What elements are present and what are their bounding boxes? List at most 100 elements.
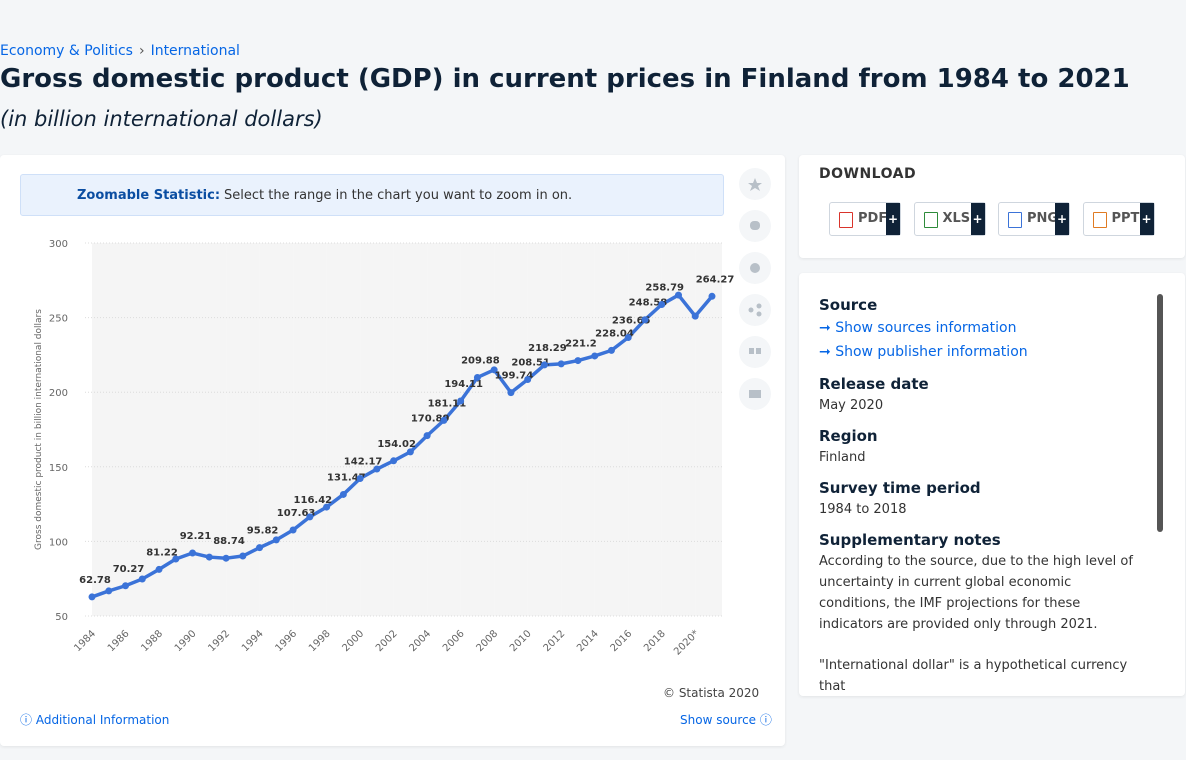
title: Gross domestic product (GDP) in current … (0, 64, 1130, 94)
point (155, 565, 163, 573)
section-text: According to the source, due to the high… (819, 554, 1133, 632)
point (591, 352, 599, 360)
data-label: 131.47 (327, 472, 366, 483)
link-text: Show sources information (835, 320, 1017, 336)
data-label: 88.74 (213, 536, 245, 547)
more-text: "International dollar" is a hypothetical… (819, 658, 1128, 694)
download-button[interactable]: PDF + (829, 202, 901, 236)
data-label: 81.22 (146, 547, 178, 558)
download-button[interactable]: PPT + (1082, 202, 1155, 236)
detail-section: Region Finland (819, 426, 1144, 468)
data-label: 248.58 (629, 298, 668, 309)
plus: + (1139, 203, 1154, 235)
point (88, 593, 96, 601)
band (460, 243, 495, 616)
arrow: ➞ (819, 344, 836, 360)
data-label: 170.89 (411, 414, 450, 425)
download-heading: DOWNLOAD (819, 166, 917, 182)
x-tick-label: 1994 (240, 628, 266, 654)
band (393, 243, 428, 616)
detail-section: Supplementary notes According to the sour… (819, 530, 1144, 635)
x-tick-label: 2010 (508, 628, 534, 654)
x-tick-label: 2020* (672, 628, 701, 657)
point (189, 549, 197, 557)
file-icon (839, 212, 853, 228)
arrow: ➞ (819, 320, 836, 336)
download-panel: DOWNLOAD PDF + XLS + PNG + PPT + (799, 155, 1185, 258)
x-tick-label: 2002 (374, 628, 400, 654)
data-label: 221.2 (565, 339, 597, 350)
additional-info[interactable]: ⓘ Additional Information (20, 711, 169, 728)
point (339, 490, 347, 498)
button-label: PPT (1111, 211, 1140, 226)
share-button[interactable] (739, 294, 771, 326)
plot: 50 100 150 200 250 300 Gross domestic product … (34, 239, 734, 658)
data-label: 95.82 (247, 526, 279, 537)
data-label: 142.17 (344, 456, 383, 467)
section-text: 1984 to 2018 (819, 502, 907, 517)
y-tick-label: 150 (49, 463, 68, 474)
section-heading: Supplementary notes (819, 531, 1001, 549)
detail-section: Release date May 2020 (819, 374, 1144, 416)
plus: + (970, 203, 985, 235)
point (138, 575, 146, 583)
x-tick-label: 2000 (340, 628, 366, 654)
file-icon (923, 212, 938, 228)
point (607, 346, 615, 354)
point (323, 503, 331, 511)
info-icon: ⓘ (20, 713, 36, 727)
crumb-link[interactable]: Economy & Politics (0, 43, 133, 59)
download-button[interactable]: PNG + (998, 202, 1070, 236)
x-tick-label: 2004 (407, 628, 433, 654)
data-label: 107.63 (277, 508, 316, 519)
data-label: 209.88 (461, 355, 500, 366)
x-tick-label: 2016 (609, 628, 635, 654)
x-tick-label: 1992 (206, 628, 232, 654)
data-label: 181.11 (428, 398, 467, 409)
y-tick-label: 300 (49, 239, 68, 250)
section-text: May 2020 (819, 398, 884, 413)
download-button[interactable]: XLS + (913, 202, 986, 236)
y-tick-label: 250 (49, 314, 68, 325)
point (624, 334, 632, 342)
zoom-banner: Zoomable Statistic: Select the range in t… (20, 174, 724, 216)
source-link[interactable]: ➞ Show publisher information (819, 340, 1144, 364)
link-text: Show publisher information (835, 344, 1028, 360)
band (561, 243, 595, 616)
y-tick-label: 200 (49, 388, 68, 399)
detail-section: "International dollar" is a hypothetical… (819, 655, 1144, 696)
x-tick-label: 1996 (273, 628, 299, 654)
band (695, 243, 722, 616)
button-label: XLS (942, 211, 971, 226)
x-tick-label: 2012 (542, 628, 568, 654)
data-label: 236.65 (612, 316, 651, 327)
source-link[interactable]: ➞ Show sources information (819, 316, 1144, 340)
file-icon (1092, 212, 1107, 228)
x-tick-label: 1988 (139, 628, 165, 654)
point (205, 553, 213, 561)
point (457, 397, 465, 405)
button-label: PDF (858, 211, 888, 226)
point (222, 554, 230, 562)
show-source[interactable]: Show source ⓘ (680, 713, 772, 727)
data-label: 116.42 (294, 495, 333, 506)
crumb-link[interactable]: International (150, 43, 240, 59)
band (226, 243, 260, 616)
point (641, 316, 649, 324)
point (473, 373, 481, 381)
band (594, 243, 629, 616)
cite-button[interactable] (739, 336, 771, 368)
side-tools (739, 168, 771, 410)
scrollbar[interactable] (1157, 294, 1163, 532)
details: Source ➞ Show sources information ➞ Show p… (819, 295, 1144, 696)
point (674, 291, 682, 299)
point (490, 366, 498, 374)
section-text: Finland (819, 450, 866, 465)
data-label: 92.21 (180, 531, 212, 542)
band (293, 243, 327, 616)
file-icon (1008, 212, 1022, 228)
section-heading: Release date (819, 375, 929, 393)
band (360, 243, 394, 616)
chart (35, 168, 771, 410)
point (289, 526, 297, 534)
